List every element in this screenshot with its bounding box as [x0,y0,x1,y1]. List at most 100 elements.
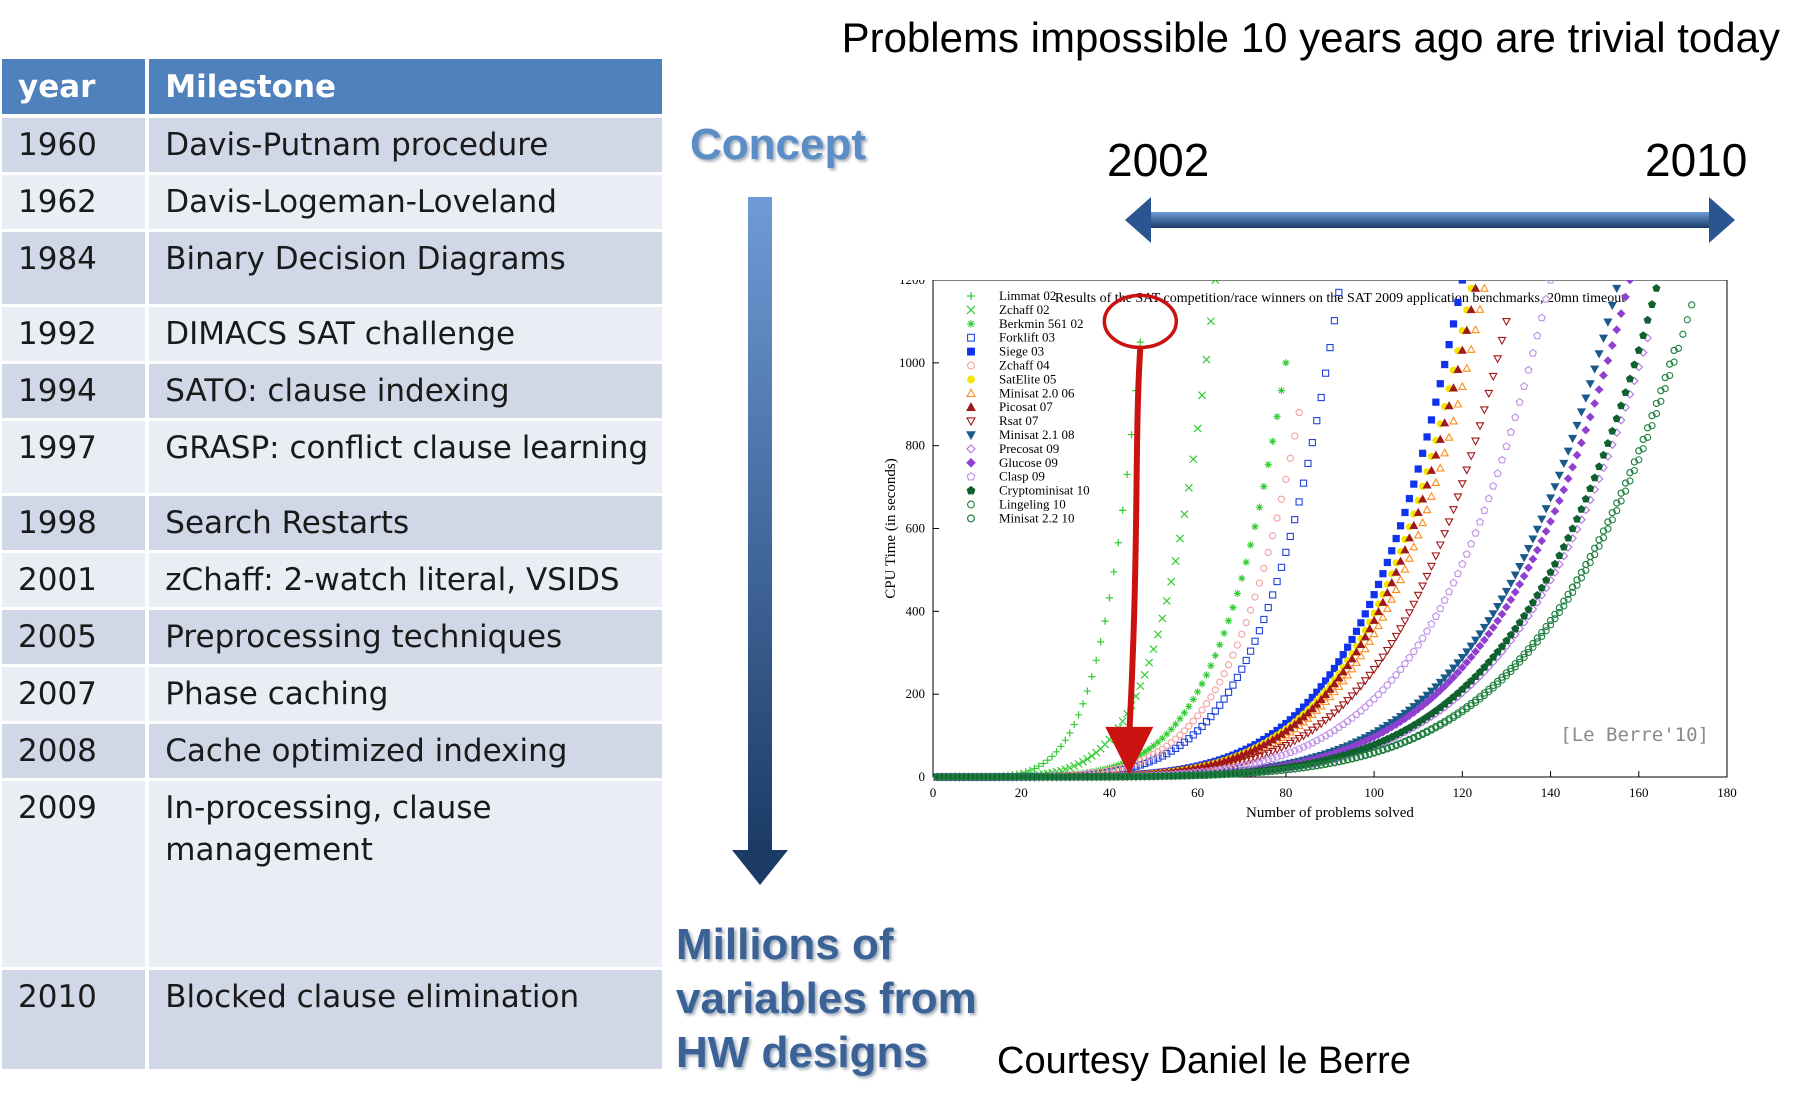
y-tick-label: 1200 [899,280,925,287]
data-point [1316,694,1326,703]
data-point [1409,647,1418,656]
data-point [1061,736,1069,744]
data-point [1361,610,1369,618]
data-point [1061,765,1070,774]
data-point [1409,600,1419,609]
data-point [1426,562,1436,571]
data-point [1448,664,1459,673]
legend-label: Precosat 09 [999,441,1059,456]
data-point [1400,659,1410,668]
data-point [1312,723,1322,732]
data-point [1484,389,1494,399]
data-point [986,773,995,781]
data-point [1533,331,1542,340]
data-point [1189,455,1198,464]
data-point [1373,620,1384,630]
data-point [1400,545,1410,554]
x-tick-label: 80 [1279,785,1292,800]
data-point [1021,773,1030,781]
data-point [1466,452,1476,461]
data-point [1559,459,1569,468]
data-point [1202,718,1211,726]
highlight-annotation [1102,293,1179,775]
milestone-table-body: 1960 Davis-Putnam procedure 1962 Davis-Loge… [2,118,662,1072]
data-point [1564,590,1572,598]
data-point [1418,634,1427,642]
table-row: 1962 Davis-Logeman-Loveland [2,175,662,232]
data-point [1330,317,1339,325]
data-point [1282,548,1290,556]
data-point [1369,629,1379,638]
data-point [1586,484,1595,493]
data-point [1612,414,1621,423]
data-point [1176,731,1184,739]
data-point [1453,493,1463,502]
data-point [1163,772,1171,780]
x-tick-label: 0 [930,785,937,800]
data-point [1008,773,1017,781]
data-point [1070,720,1078,729]
data-point [1625,374,1635,383]
data-point [1607,301,1617,311]
data-point [1298,732,1309,741]
legend-label: Minisat 2.1 08 [999,427,1074,442]
data-point [1241,757,1251,766]
year-cell: 1998 [2,496,150,553]
data-point [1277,495,1286,503]
data-point [1603,356,1613,365]
data-point [1074,759,1083,769]
data-point [1404,706,1414,715]
data-point [1202,700,1211,708]
data-point [1233,770,1242,778]
data-point [1550,483,1560,492]
data-point [1396,665,1405,673]
data-point [1317,734,1326,742]
data-point [1357,619,1365,627]
data-point [1383,744,1392,752]
data-point [1185,735,1193,743]
data-point [1145,745,1153,753]
data-point [1383,558,1391,567]
data-point [1511,663,1519,671]
data-point [1665,360,1674,368]
data-point [1585,380,1595,389]
data-point [1172,735,1180,743]
data-point [1176,715,1184,723]
data-point [1542,575,1551,584]
y-axis-label: CPU Time (in seconds) [883,458,899,598]
data-point [1379,570,1387,578]
data-point [1110,568,1118,576]
data-point [1502,636,1511,645]
data-point [1277,386,1286,395]
legend-label: Limmat 02 [999,288,1056,303]
milestone-cell: Davis-Logeman-Loveland [149,175,662,232]
data-point [1471,325,1481,334]
data-point [1348,754,1356,763]
data-point [1568,434,1578,444]
data-point [1136,682,1145,691]
year-cell: 1962 [2,175,150,232]
data-point [1268,754,1277,762]
x-tick-label: 20 [1015,785,1028,800]
data-point [1479,283,1489,292]
data-point [1546,517,1555,526]
legend-label: Minisat 2.0 06 [999,385,1075,400]
data-point [1388,742,1396,751]
data-point [1325,684,1335,693]
highlight-arrow-head [1105,726,1154,775]
data-point [1246,606,1255,614]
millions-label: Millions of variables from HW designs [676,920,977,1077]
data-point [1401,737,1409,745]
year-cell: 2008 [2,724,150,781]
data-point [1475,641,1485,651]
data-point [1497,609,1507,619]
data-point [1335,658,1343,666]
data-point [1229,603,1237,612]
milestone-cell: Search Restarts [149,496,662,553]
data-point [1167,577,1176,586]
data-point [1017,773,1025,781]
data-point [1119,506,1127,514]
data-point [1639,445,1647,453]
data-point [1171,557,1180,566]
data-point [1542,294,1551,303]
